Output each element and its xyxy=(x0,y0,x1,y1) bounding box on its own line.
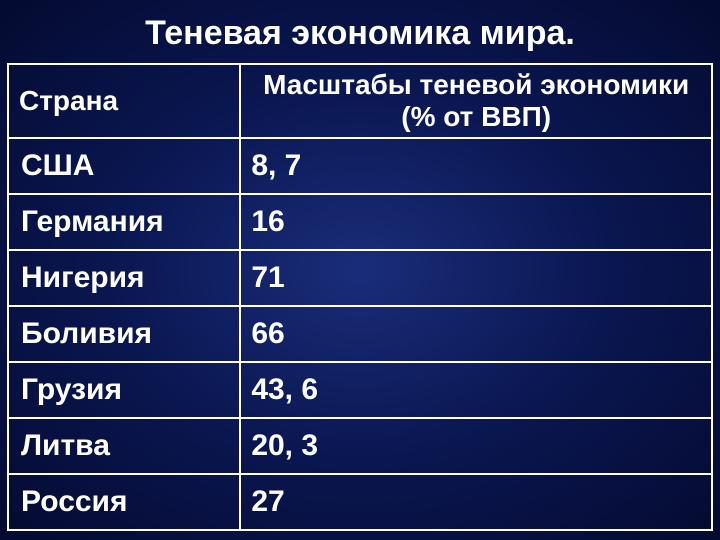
cell-value: 43, 6 xyxy=(240,362,712,418)
cell-country: Германия xyxy=(8,194,240,250)
slide-title: Теневая экономика мира. xyxy=(0,0,720,63)
cell-value: 20, 3 xyxy=(240,418,712,474)
cell-country: Боливия xyxy=(8,306,240,362)
table-row: Боливия 66 xyxy=(8,306,712,362)
slide: Теневая экономика мира. Страна Масштабы … xyxy=(0,0,720,540)
cell-value: 8, 7 xyxy=(240,138,712,194)
cell-country: Литва xyxy=(8,418,240,474)
cell-value: 71 xyxy=(240,250,712,306)
cell-country: Россия xyxy=(8,474,240,530)
data-table: Страна Масштабы теневой экономики (% от … xyxy=(7,63,713,531)
column-header-country: Страна xyxy=(8,64,240,138)
column-header-value: Масштабы теневой экономики (% от ВВП) xyxy=(240,64,712,138)
table-body: США 8, 7 Германия 16 Нигерия 71 Боливия … xyxy=(8,138,712,530)
table-header: Страна Масштабы теневой экономики (% от … xyxy=(8,64,712,138)
table-row: Литва 20, 3 xyxy=(8,418,712,474)
cell-value: 16 xyxy=(240,194,712,250)
table-row: США 8, 7 xyxy=(8,138,712,194)
table-row: Германия 16 xyxy=(8,194,712,250)
table-row: Россия 27 xyxy=(8,474,712,530)
cell-value: 27 xyxy=(240,474,712,530)
cell-country: Грузия xyxy=(8,362,240,418)
table-header-row: Страна Масштабы теневой экономики (% от … xyxy=(8,64,712,138)
cell-country: США xyxy=(8,138,240,194)
table-row: Грузия 43, 6 xyxy=(8,362,712,418)
table-row: Нигерия 71 xyxy=(8,250,712,306)
cell-value: 66 xyxy=(240,306,712,362)
cell-country: Нигерия xyxy=(8,250,240,306)
